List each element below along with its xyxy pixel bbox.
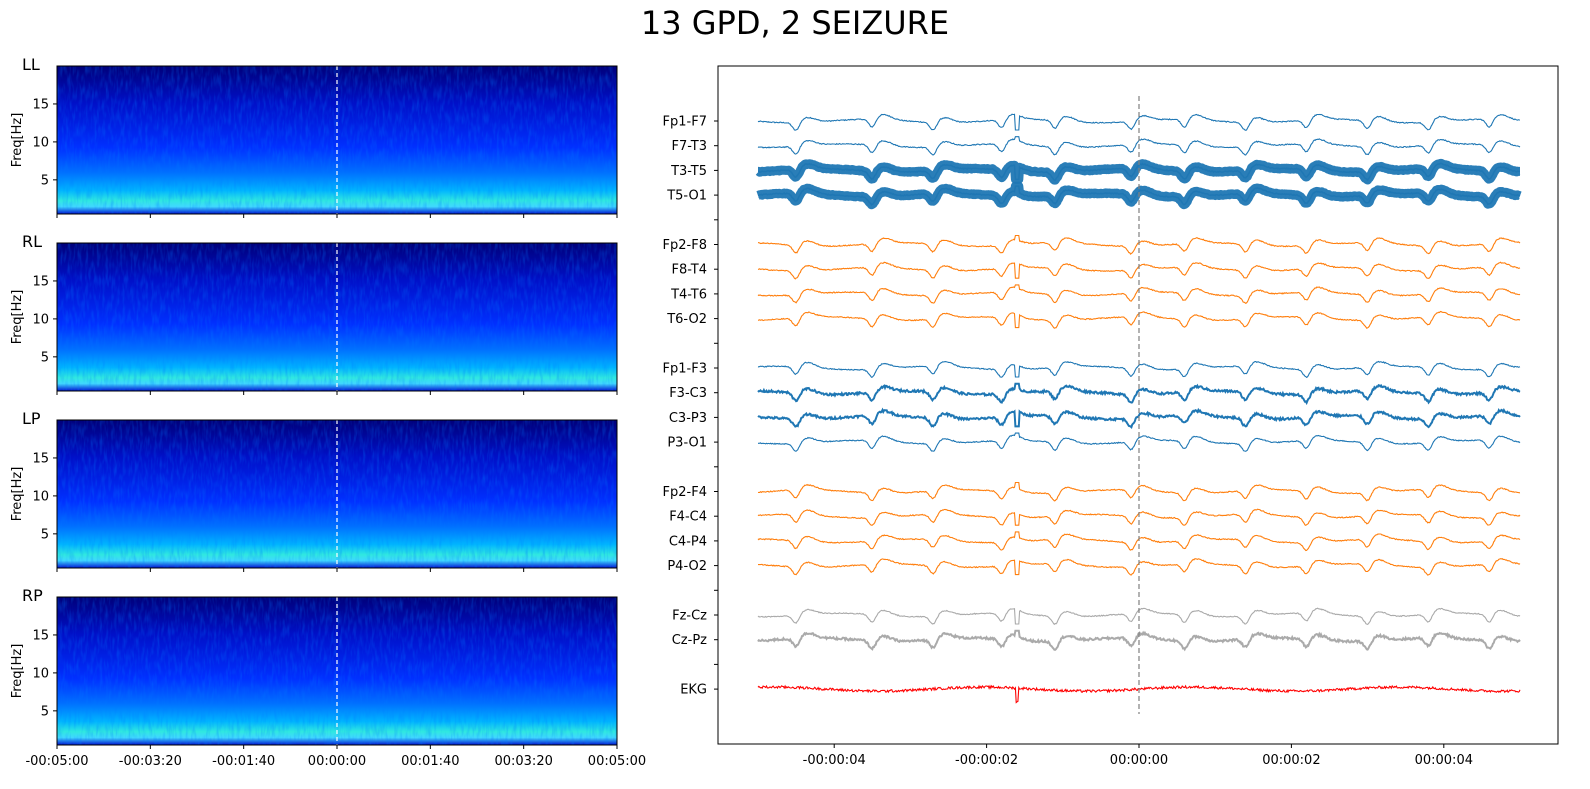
y-tick-label: 15	[32, 97, 49, 112]
spectrogram-ll: LL Freq[Hz] 5 10 15	[10, 55, 618, 218]
y-tick-label: 5	[41, 527, 49, 542]
y-tick-label: 5	[41, 704, 49, 719]
y-tick-label: 5	[41, 173, 49, 188]
channel-label: F4-C4	[669, 510, 707, 525]
y-axis-label: Freq[Hz]	[10, 467, 25, 522]
channel-trace	[757, 407, 1521, 429]
x-tick-label: 00:00:02	[1262, 753, 1320, 768]
channel-label: Fp1-F7	[663, 115, 707, 130]
x-tick-label: -00:00:02	[955, 753, 1018, 768]
y-axis-label: Freq[Hz]	[10, 290, 25, 345]
x-tick-label: 00:00:00	[308, 754, 366, 769]
y-tick-label: 10	[32, 135, 49, 150]
channel-trace	[757, 113, 1520, 131]
x-tick-label: 00:05:00	[588, 754, 646, 769]
panel-label: RP	[22, 586, 43, 605]
y-tick-label: 15	[32, 274, 49, 289]
channel-trace	[757, 360, 1521, 379]
channel-label: F7-T3	[672, 139, 707, 154]
channel-trace	[757, 185, 1521, 206]
spectrogram-rl: RL Freq[Hz] 5 10 15	[10, 232, 618, 395]
x-tick-label: -00:00:04	[803, 753, 866, 768]
channel-label: Fp2-F4	[663, 485, 707, 500]
channel-label: T6-O2	[666, 312, 707, 327]
channel-label: C4-P4	[669, 534, 707, 549]
channel-label: P4-O2	[667, 559, 707, 574]
channel-trace	[757, 382, 1521, 406]
channel-label: EKG	[680, 683, 707, 698]
channel-label: P3-O1	[667, 436, 707, 451]
channel-label: T4-T6	[670, 287, 707, 302]
channel-label: T5-O1	[666, 189, 707, 204]
panel-label: LP	[22, 409, 41, 428]
x-tick-label: 00:00:00	[1110, 753, 1168, 768]
panel-label: RL	[22, 232, 42, 251]
spectrogram-rp: RP Freq[Hz] 5 10 15 -00:05:00 -00:03:20 -00:01:…	[10, 586, 646, 769]
y-axis-label: Freq[Hz]	[10, 644, 25, 699]
y-tick-label: 10	[32, 489, 49, 504]
channel-label: Fp1-F3	[663, 362, 707, 377]
channel-label: Fz-Cz	[672, 609, 707, 624]
y-tick-label: 10	[32, 666, 49, 681]
channel-label: Cz-Pz	[672, 633, 707, 648]
y-tick-label: 5	[41, 350, 49, 365]
spectrogram-panels: LL Freq[Hz] 5 10 15 RL Freq[Hz] 5 10 15 LP Freq[Hz]…	[10, 55, 646, 769]
eeg-axes-frame	[717, 65, 1559, 745]
channel-label: Fp2-F8	[663, 238, 707, 253]
x-tick-label: 00:01:40	[401, 754, 459, 769]
x-tick-label: -00:03:20	[119, 754, 182, 769]
y-tick-label: 15	[32, 628, 49, 643]
y-tick-label: 10	[32, 312, 49, 327]
channel-trace	[758, 432, 1521, 452]
page-title: 13 GPD, 2 SEIZURE	[640, 4, 950, 42]
channel-trace	[757, 481, 1521, 502]
channel-label: T3-T5	[670, 164, 707, 179]
channel-label: C3-P3	[669, 411, 707, 426]
channel-label: F8-T4	[672, 263, 707, 278]
x-tick-label: -00:01:40	[212, 754, 275, 769]
y-tick-label: 15	[32, 451, 49, 466]
x-tick-label: 00:03:20	[494, 754, 552, 769]
spectrogram-lp: LP Freq[Hz] 5 10 15	[10, 409, 618, 572]
channel-label: F3-C3	[669, 386, 707, 401]
eeg-trace-panel: Fp1-F7 F7-T3 T3-T5 T5-O1 Fp2-F8 F8-T4 T4-T6 T6-…	[663, 65, 1559, 768]
panel-label: LL	[22, 55, 40, 74]
x-tick-label: -00:05:00	[25, 754, 88, 769]
y-axis-label: Freq[Hz]	[10, 113, 25, 168]
x-tick-label: 00:00:04	[1415, 753, 1473, 768]
